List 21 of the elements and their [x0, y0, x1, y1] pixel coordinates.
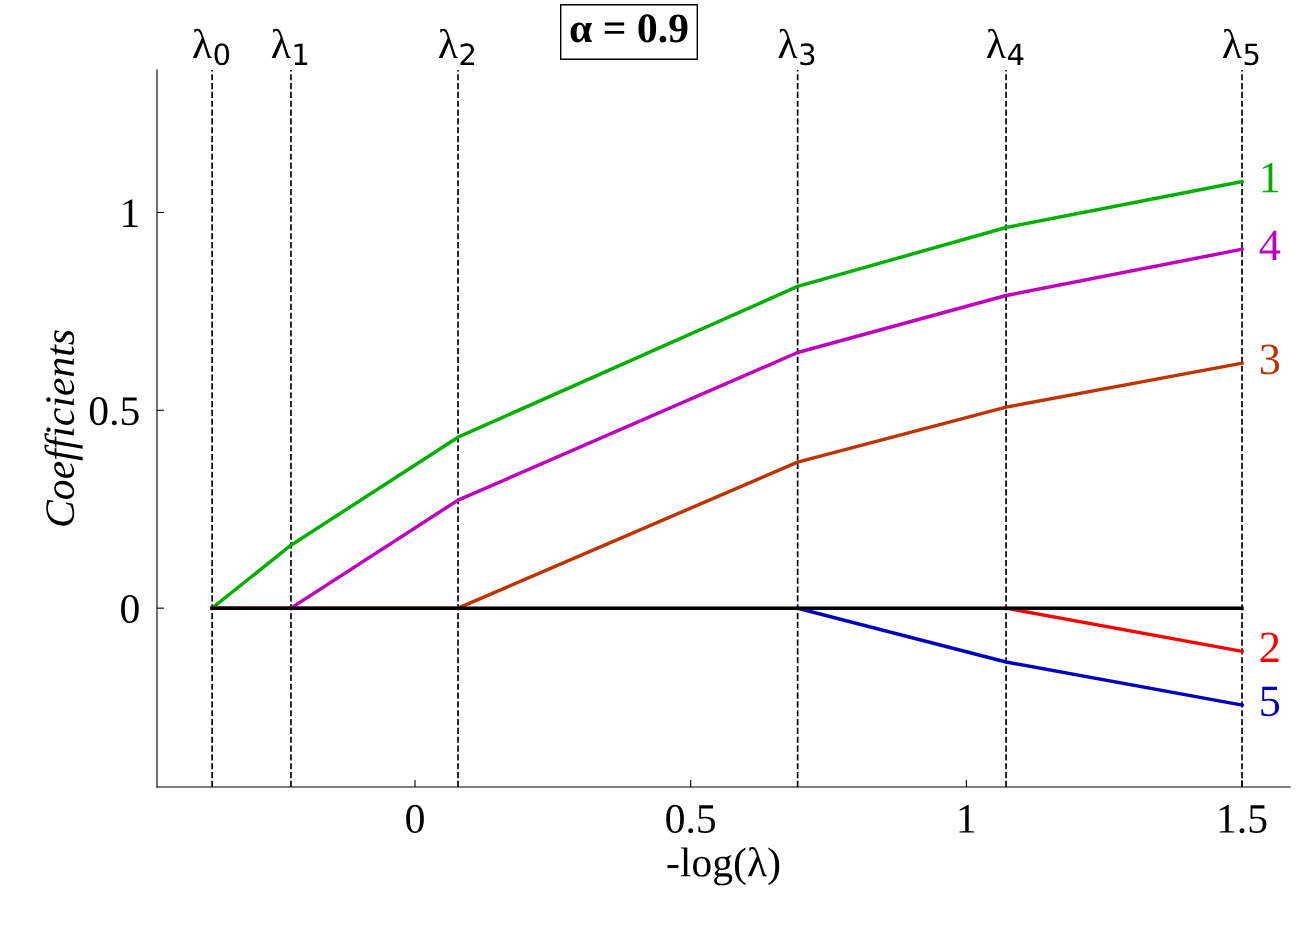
- series-label: 3: [1260, 344, 1280, 375]
- ref-line-label: λ$_{5}$: [1222, 28, 1259, 66]
- ref-line-label: λ$_{0}$: [193, 28, 230, 66]
- ref-line-label: λ$_{1}$: [271, 28, 308, 65]
- x-tick-label: 0.5: [666, 804, 716, 834]
- y-tick-label: 0: [121, 594, 139, 624]
- chart-title: α = 0.9: [570, 14, 688, 43]
- series-label: 5: [1261, 686, 1280, 717]
- x-tick-label: 1: [959, 805, 975, 833]
- x-tick-label: 0: [406, 804, 424, 833]
- ref-line-label: λ$_{2}$: [438, 28, 475, 65]
- series-label: 2: [1260, 632, 1279, 662]
- ref-line-label: λ$_{3}$: [778, 28, 815, 66]
- y-tick-label: 0.5: [89, 397, 139, 426]
- y-axis-title: Coefficients: [44, 330, 83, 526]
- x-tick-label: 1.5: [1219, 805, 1267, 834]
- series-label: 4: [1259, 230, 1281, 260]
- series-label: 1: [1262, 162, 1279, 193]
- x-axis-title: -log(λ): [667, 847, 780, 886]
- ref-line-label: λ$_{4}$: [986, 28, 1024, 65]
- y-tick-label: 1: [123, 199, 138, 227]
